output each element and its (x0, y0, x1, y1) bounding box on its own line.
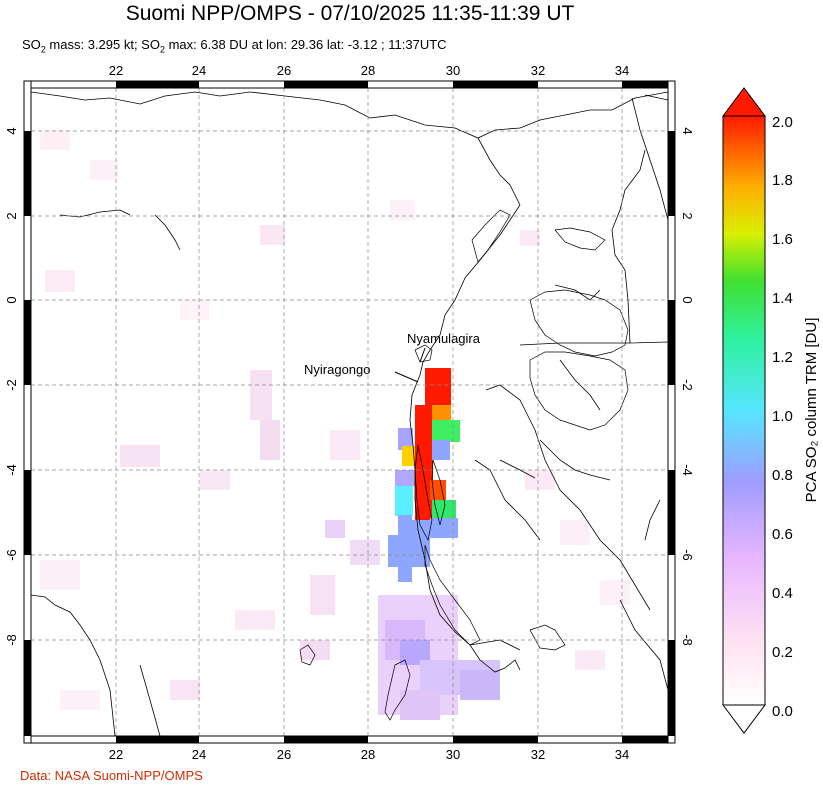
lat-label: -6 (680, 549, 695, 561)
volcano-markers: Nyamulagira Nyiragongo (304, 331, 481, 383)
map-figure: 22 24 26 28 30 32 34 22 24 26 28 30 32 3… (4, 63, 820, 760)
map-area[interactable] (31, 88, 668, 736)
colorbar-tick: 0.0 (772, 703, 793, 720)
lon-label: 32 (531, 747, 545, 760)
lat-label: 0 (680, 296, 695, 303)
lat-label: 4 (4, 127, 19, 134)
colorbar-tick: 1.6 (772, 231, 793, 248)
lon-label: 24 (192, 747, 206, 760)
colorbar-ramp (722, 115, 766, 706)
lon-label: 34 (615, 747, 629, 760)
colorbar-tick: 1.2 (772, 349, 793, 366)
colorbar-tick: 1.4 (772, 290, 793, 307)
lat-labels-right: 4 2 0 -2 -4 -6 -8 (680, 127, 695, 645)
lat-label: 0 (4, 296, 19, 303)
lat-label: 2 (4, 212, 19, 219)
map-subtitle: SO2 mass: 3.295 kt; SO2 max: 6.38 DU at … (22, 37, 447, 55)
colorbar-tick: 0.6 (772, 526, 793, 543)
lat-label: -2 (680, 379, 695, 391)
colorbar-label: PCA SO₂ column TRM [DU] (803, 318, 820, 503)
colorbar-tick: 0.2 (772, 644, 793, 661)
lon-label: 26 (277, 747, 291, 760)
graticule (31, 88, 668, 736)
lon-label: 26 (277, 63, 291, 78)
volcano-label-nyamulagira: Nyamulagira (407, 331, 481, 346)
lon-label: 34 (615, 63, 629, 78)
colorbar-tick: 0.4 (772, 585, 793, 602)
so2-plume (378, 368, 500, 720)
colorbar-ticks: 2.0 1.8 1.6 1.4 1.2 1.0 0.8 0.6 0.4 0.2 … (772, 114, 793, 720)
lakes (299, 94, 668, 721)
volcano-label-nyiragongo: Nyiragongo (304, 362, 371, 377)
lon-labels-bottom: 22 24 26 28 30 32 34 (109, 747, 629, 760)
colorbar-tick: 0.8 (772, 467, 793, 484)
map-title: Suomi NPP/OMPS - 07/10/2025 11:35-11:39 … (125, 2, 575, 25)
lat-label: 2 (680, 212, 695, 219)
lat-label: -4 (680, 464, 695, 476)
volcano-pointer (419, 347, 426, 363)
lat-label: -4 (4, 464, 19, 476)
data-credit: Data: NASA Suomi-NPP/OMPS (20, 768, 203, 783)
lat-label: -8 (680, 634, 695, 646)
lat-label: 4 (680, 127, 695, 134)
lat-label: -8 (4, 634, 19, 646)
colorbar-tick: 2.0 (772, 114, 793, 131)
colorbar-min-triangle (722, 704, 766, 734)
background-so2-cells (40, 130, 630, 710)
colorbar-tick: 1.0 (772, 408, 793, 425)
lon-label: 32 (531, 63, 545, 78)
colorbar: 2.0 1.8 1.6 1.4 1.2 1.0 0.8 0.6 0.4 0.2 … (722, 87, 820, 734)
colorbar-max-triangle (722, 87, 766, 117)
lat-label: -6 (4, 549, 19, 561)
lon-label: 28 (361, 63, 375, 78)
lon-label: 24 (192, 63, 206, 78)
lon-label: 28 (361, 747, 375, 760)
lon-label: 22 (109, 747, 123, 760)
lat-labels-left: 4 2 0 -2 -4 -6 -8 (4, 127, 19, 645)
colorbar-tick: 1.8 (772, 172, 793, 189)
map-frame (23, 80, 676, 744)
lon-label: 30 (446, 747, 460, 760)
lat-label: -2 (4, 379, 19, 391)
lon-label: 22 (109, 63, 123, 78)
lon-label: 30 (446, 63, 460, 78)
lon-labels-top: 22 24 26 28 30 32 34 (109, 63, 629, 78)
volcano-pointer (394, 371, 419, 383)
